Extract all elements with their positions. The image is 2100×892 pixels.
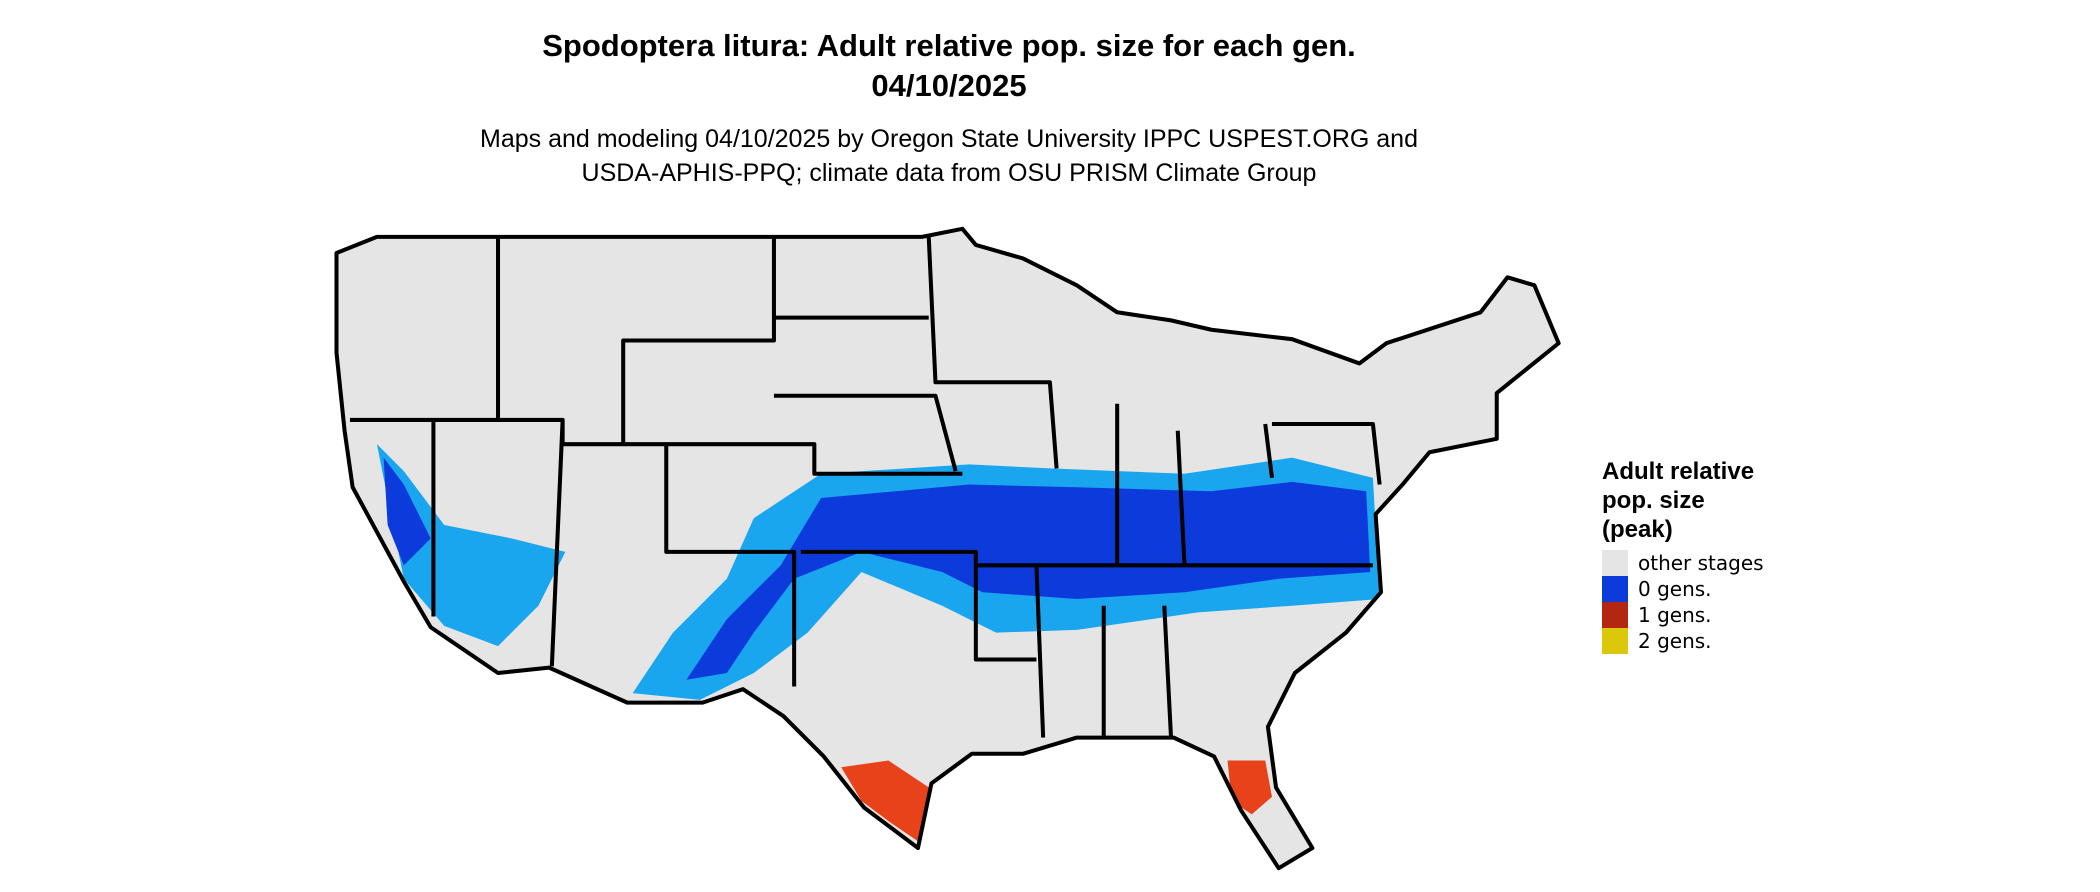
orange-zone (1227, 760, 1272, 815)
legend-label: 2 gens. (1638, 629, 1712, 653)
legend-label: other stages (1638, 551, 1764, 575)
state-borders (337, 229, 1559, 868)
legend-swatch (1602, 550, 1628, 576)
title: Spodoptera litura: Adult relative pop. s… (542, 28, 1356, 63)
legend-label: 1 gens. (1638, 603, 1712, 627)
blue-zone (383, 457, 431, 566)
orange-zone (841, 760, 929, 842)
legend-title: Adult relative (1602, 458, 1754, 485)
date: 04/10/2025 (871, 68, 1026, 103)
legend-title: pop. size (1602, 487, 1705, 514)
blue-zone (686, 481, 1371, 680)
subtitle: USDA-APHIS-PPQ; climate data from OSU PR… (582, 159, 1317, 187)
legend-title: (peak) (1602, 516, 1673, 543)
legend-swatch (1602, 628, 1628, 654)
legend-label: 0 gens. (1638, 577, 1712, 601)
legend-swatch (1602, 602, 1628, 628)
light-blue-zone (376, 444, 566, 647)
map (337, 229, 1559, 868)
legend-swatch (1602, 576, 1628, 602)
subtitle: Maps and modeling 04/10/2025 by Oregon S… (480, 125, 1418, 153)
